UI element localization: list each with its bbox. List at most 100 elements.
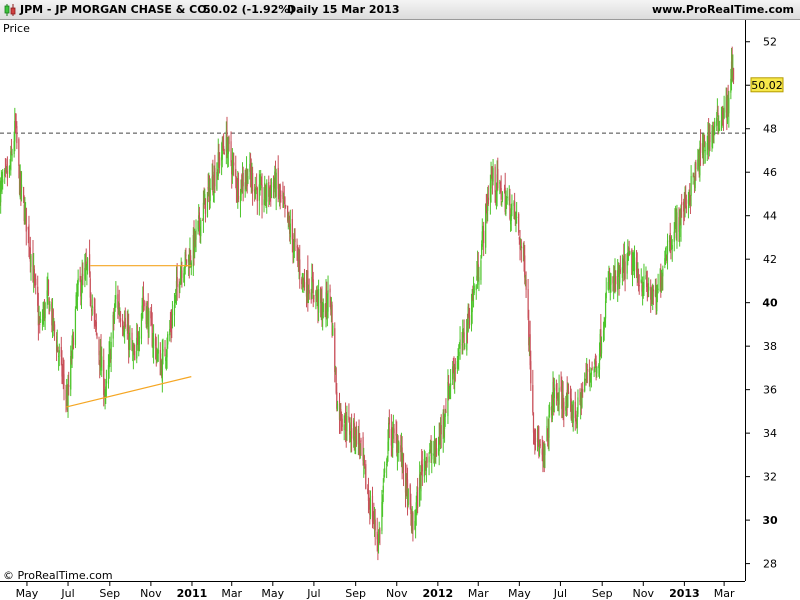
candle-body <box>619 269 621 283</box>
y-tick-label: 42 <box>763 253 777 266</box>
x-tick-label: Nov <box>140 587 162 600</box>
candle-body <box>354 441 356 446</box>
candle-body <box>268 181 270 197</box>
candle-body <box>518 237 520 240</box>
candle-body <box>654 289 657 297</box>
candle-body <box>501 201 503 204</box>
candle-body <box>179 282 181 289</box>
candle-body <box>236 191 238 193</box>
candle-body <box>203 200 205 203</box>
candle-body <box>425 460 427 471</box>
candle-body <box>244 182 246 192</box>
candle-body <box>586 368 588 379</box>
candle-body <box>326 290 328 308</box>
candle-body <box>387 441 389 454</box>
candle-body <box>426 457 428 463</box>
candle-body <box>70 355 72 390</box>
candle-body <box>204 198 207 214</box>
candle-body <box>393 428 395 434</box>
candle-body <box>291 218 293 240</box>
candle-body <box>119 313 121 315</box>
candle-body <box>419 474 421 506</box>
candle-body <box>400 447 403 456</box>
candle-body <box>447 381 449 417</box>
candle-body <box>157 349 159 354</box>
candle-body <box>567 395 569 407</box>
candle-body <box>604 319 606 326</box>
candle-body <box>105 386 107 391</box>
candle-body <box>266 182 268 202</box>
candle-body <box>651 289 653 302</box>
candle-body <box>494 166 496 193</box>
candle-body <box>688 193 690 205</box>
candle-body <box>113 316 115 319</box>
candle-body <box>712 130 714 134</box>
candle-body <box>529 334 531 366</box>
candle-body <box>254 186 256 199</box>
candle-body <box>184 252 186 269</box>
candle-body <box>419 476 421 489</box>
candle-body <box>406 479 409 509</box>
candle-body <box>14 121 16 142</box>
candle-body <box>612 276 614 284</box>
candle-body <box>99 359 101 366</box>
candle-body <box>299 259 301 276</box>
candle-body <box>650 294 652 298</box>
candle-body <box>552 381 554 402</box>
y-tick-label: 32 <box>763 471 777 484</box>
candle-body <box>556 392 558 398</box>
candle-body <box>416 492 418 504</box>
candle-body <box>360 440 362 442</box>
candle-body <box>115 295 117 299</box>
candle-body <box>98 339 100 356</box>
candle-body <box>490 174 492 189</box>
candle-body <box>524 281 527 283</box>
candle-body <box>532 385 534 413</box>
candle-body <box>221 140 223 160</box>
candle-body <box>340 408 342 422</box>
website-link[interactable]: www.ProRealTime.com <box>651 3 794 16</box>
candle-body <box>318 289 320 313</box>
candle-body <box>297 257 300 263</box>
candle-body <box>171 314 174 326</box>
candle-body <box>345 426 347 434</box>
candle-body <box>673 231 675 242</box>
candle-body <box>670 244 673 250</box>
candle-body <box>683 201 685 212</box>
candle-body <box>458 351 460 357</box>
candle-body <box>289 223 291 238</box>
candle-body <box>652 289 654 292</box>
candle-body <box>5 164 7 168</box>
candle-body <box>67 384 69 408</box>
candle-body <box>633 265 635 267</box>
candle-body <box>194 230 196 253</box>
candle-body <box>467 306 469 332</box>
candle-body <box>330 297 332 310</box>
candle-body <box>681 202 683 206</box>
candle-body <box>617 270 619 290</box>
candle-body <box>171 323 173 328</box>
candle-body <box>254 188 256 194</box>
candle-body <box>674 222 676 227</box>
candle-body <box>128 336 130 350</box>
candle-body <box>712 126 714 137</box>
candle-body <box>24 207 27 211</box>
candle-body <box>60 346 62 357</box>
candle-body <box>716 109 718 115</box>
candle-body <box>714 121 716 128</box>
candle-body <box>198 215 200 219</box>
candle-body <box>124 317 126 327</box>
price-chart[interactable]: 28303234363840424446485052 MayJulSepNov2… <box>0 20 800 600</box>
candle-body <box>628 247 630 256</box>
candle-body <box>109 351 112 363</box>
candle-body <box>726 96 729 123</box>
candle-body <box>213 171 215 190</box>
candle-body <box>420 465 422 492</box>
candle-body <box>595 361 597 377</box>
candle-body <box>132 353 134 355</box>
candle-body <box>472 289 475 295</box>
candle-body <box>638 285 640 287</box>
candle-body <box>129 337 131 340</box>
candle-body <box>461 344 463 346</box>
candle-body <box>43 303 46 318</box>
